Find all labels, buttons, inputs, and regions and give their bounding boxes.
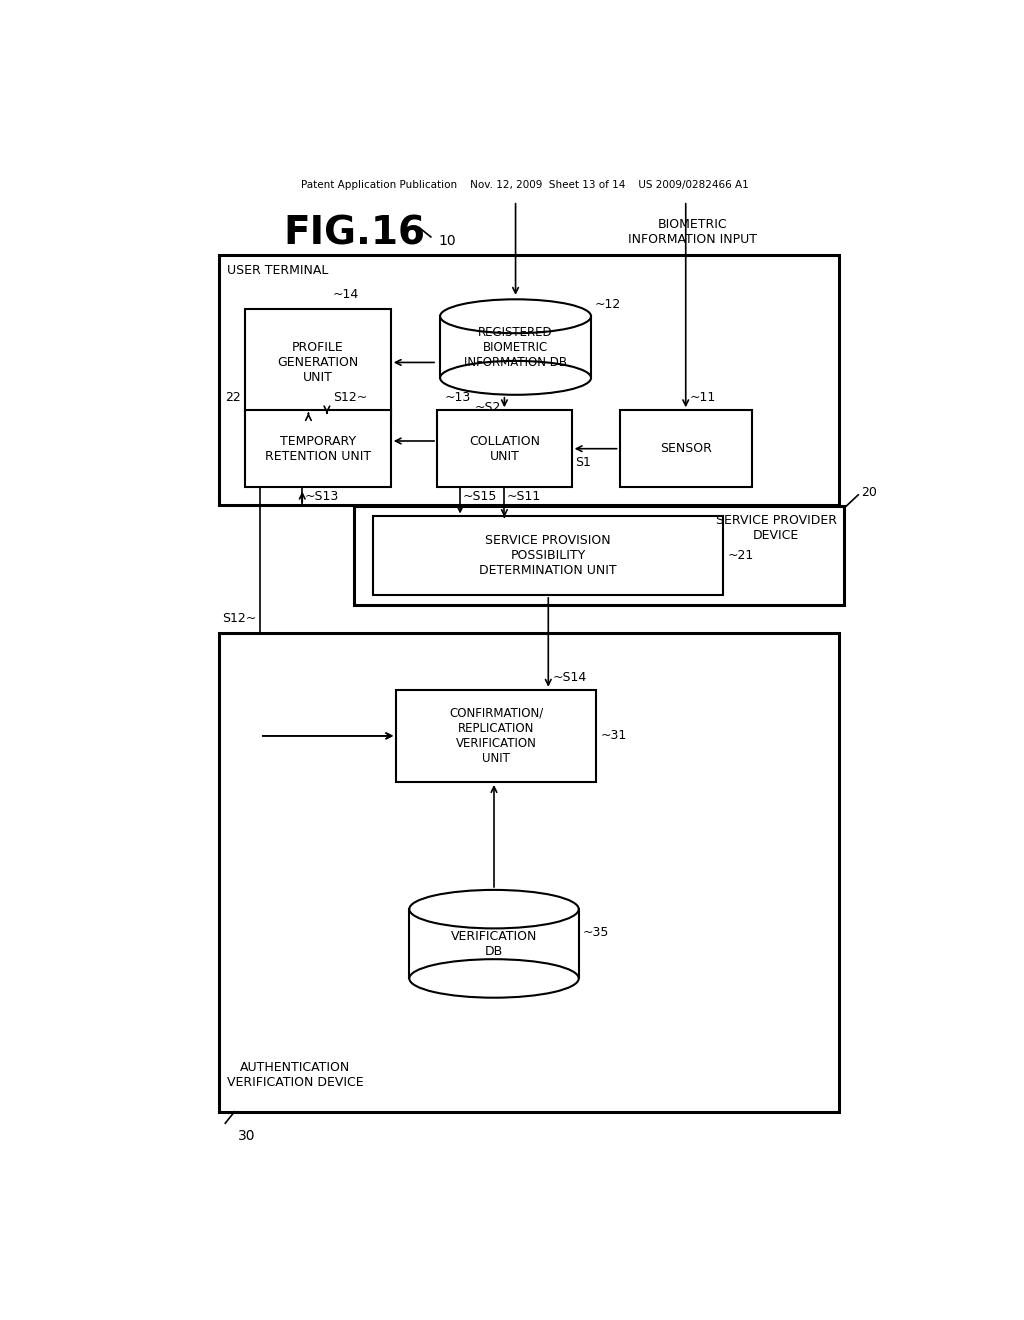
Text: ~14: ~14 [333, 288, 359, 301]
Text: S12~: S12~ [333, 391, 368, 404]
Ellipse shape [410, 960, 579, 998]
Text: S12~: S12~ [222, 612, 256, 626]
Text: TEMPORARY
RETENTION UNIT: TEMPORARY RETENTION UNIT [264, 434, 371, 463]
Ellipse shape [440, 300, 591, 333]
Bar [219, 632, 839, 1111]
Text: USER TERMINAL: USER TERMINAL [226, 264, 328, 277]
Text: PROFILE
GENERATION
UNIT: PROFILE GENERATION UNIT [278, 341, 358, 384]
Text: ~12: ~12 [595, 298, 622, 312]
Text: ~31: ~31 [600, 730, 627, 742]
Bar [219, 255, 839, 506]
Text: ~11: ~11 [689, 391, 716, 404]
Bar [620, 411, 752, 487]
Text: 22: 22 [225, 391, 241, 404]
Bar [410, 909, 579, 978]
Text: 20: 20 [861, 486, 878, 499]
Text: 10: 10 [438, 234, 456, 248]
Bar [245, 309, 391, 416]
Text: ~S2: ~S2 [474, 401, 501, 414]
Bar [245, 411, 391, 487]
Text: VERIFICATION
DB: VERIFICATION DB [451, 929, 538, 958]
Text: ~S14: ~S14 [552, 671, 587, 684]
Bar [440, 317, 591, 378]
Bar [373, 516, 724, 595]
Text: 30: 30 [239, 1129, 256, 1143]
Bar [396, 690, 596, 781]
Text: SERVICE PROVIDER
DEVICE: SERVICE PROVIDER DEVICE [716, 515, 837, 543]
Text: Patent Application Publication    Nov. 12, 2009  Sheet 13 of 14    US 2009/02824: Patent Application Publication Nov. 12, … [301, 181, 749, 190]
Text: FIG.16: FIG.16 [283, 215, 425, 253]
Text: ~S11: ~S11 [507, 490, 541, 503]
Text: REGISTERED
BIOMETRIC
INFORMATION DB: REGISTERED BIOMETRIC INFORMATION DB [464, 326, 567, 368]
Ellipse shape [440, 360, 591, 395]
Text: BIOMETRIC
INFORMATION INPUT: BIOMETRIC INFORMATION INPUT [628, 218, 757, 246]
Text: COLLATION
UNIT: COLLATION UNIT [469, 434, 540, 463]
Bar [354, 507, 845, 605]
Text: SENSOR: SENSOR [659, 442, 712, 455]
Text: ~S15: ~S15 [463, 490, 497, 503]
Text: ~35: ~35 [583, 925, 609, 939]
Text: ~S13: ~S13 [304, 490, 339, 503]
Text: SERVICE PROVISION
POSSIBILITY
DETERMINATION UNIT: SERVICE PROVISION POSSIBILITY DETERMINAT… [479, 533, 617, 577]
Text: ~13: ~13 [444, 391, 471, 404]
Text: ~21: ~21 [727, 549, 754, 562]
Ellipse shape [410, 890, 579, 928]
Text: AUTHENTICATION
VERIFICATION DEVICE: AUTHENTICATION VERIFICATION DEVICE [226, 1060, 364, 1089]
Text: CONFIRMATION/
REPLICATION
VERIFICATION
UNIT: CONFIRMATION/ REPLICATION VERIFICATION U… [450, 708, 544, 764]
Text: S1: S1 [575, 455, 592, 469]
Bar [437, 411, 571, 487]
